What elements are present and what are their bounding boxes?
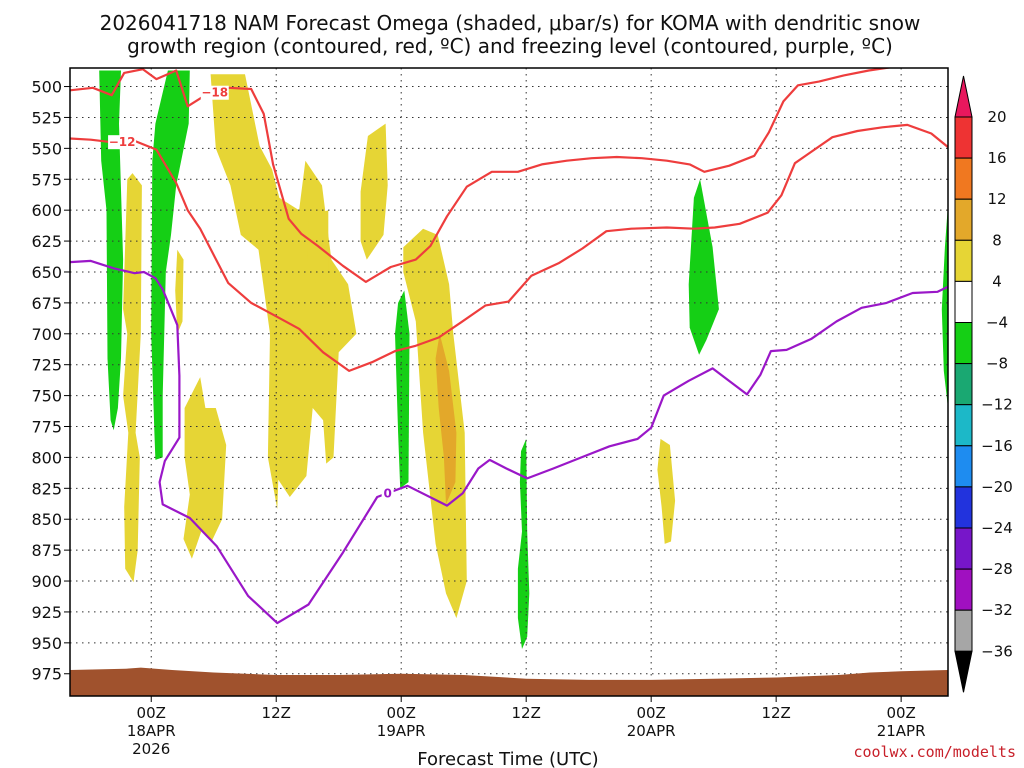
omega-region-yellow-6 [183, 377, 227, 559]
y-tick-label-500: 500 [31, 78, 62, 97]
omega-region-yellow-9 [657, 438, 676, 544]
colorbar-label-7: −12 [981, 396, 1013, 414]
colorbar-label-13: −36 [981, 642, 1013, 660]
x-tick-label-42: 12Z [511, 704, 540, 722]
contour--12C [70, 123, 948, 372]
colorbar-label-5: −4 [986, 314, 1008, 332]
omega-region-green-15 [941, 204, 948, 408]
colorbar-label-9: −20 [981, 478, 1013, 496]
contour-label-bg--12C [108, 135, 137, 150]
x-tick-date-30: 19APR [377, 722, 426, 740]
x-tick-label-30: 00Z [387, 704, 416, 722]
colorbar-box-11 [954, 527, 973, 570]
y-tick-label-750: 750 [31, 387, 62, 406]
x-tick-label-54: 00Z [636, 704, 665, 722]
y-tick-label-775: 775 [31, 418, 62, 437]
contour-label--12C: −12 [109, 135, 136, 149]
y-tick-label-875: 875 [31, 541, 62, 560]
y-tick-label-625: 625 [31, 232, 62, 251]
omega-region-yellow-4 [403, 228, 467, 619]
omega-region-green-12 [395, 290, 410, 489]
omega-region-yellow-7 [123, 173, 142, 583]
x-tick-date-78: 21APR [877, 722, 926, 740]
terrain-fill [70, 667, 948, 696]
colorbar-label-4: 4 [992, 272, 1002, 290]
contour-label-bg-0C [381, 486, 394, 501]
contour-0C [70, 259, 948, 625]
colorbar-box-8 [954, 404, 973, 447]
colorbar-label-8: −16 [981, 437, 1013, 455]
colorbar-box-2 [954, 157, 973, 200]
colorbar-label-3: 8 [992, 231, 1002, 249]
colorbar-box-13 [954, 609, 973, 652]
x-axis-title: Forecast Time (UTC) [417, 749, 598, 768]
x-tick-label-18: 12Z [262, 704, 291, 722]
colorbar-box-4 [954, 239, 973, 282]
plot-background [70, 68, 948, 696]
colorbar-label-11: −28 [981, 560, 1013, 578]
chart-title-line-2: growth region (contoured, red, ºC) and f… [127, 34, 893, 58]
colorbar: 20 16 12 8 4 −4 −8 −12 −16 −20 −24 −28 −32 −36 [954, 75, 1013, 693]
y-tick-label-900: 900 [31, 572, 62, 591]
x-tick-date-6: 18APR [127, 722, 176, 740]
y-tick-label-550: 550 [31, 139, 62, 158]
y-tick-label-575: 575 [31, 170, 62, 189]
contour-label-bg--18C [200, 85, 229, 100]
contour-label-0C: 0 [383, 486, 391, 500]
contour--18C [70, 68, 894, 283]
x-tick-label-6: 00Z [137, 704, 166, 722]
y-tick-label-800: 800 [31, 448, 62, 467]
colorbar-label-0: 20 [987, 108, 1006, 126]
credit-text: coolwx.com/modelts [853, 743, 1016, 761]
colorbar-box-6 [954, 322, 973, 365]
colorbar-label-6: −8 [986, 355, 1008, 373]
y-tick-label-950: 950 [31, 634, 62, 653]
plot-area: −18 −12 0 [69, 67, 949, 697]
y-axis: 500 525 550 575 600 625 650 675 700 725 750 775 800 8… [31, 78, 70, 684]
colorbar-top-triangle [954, 75, 973, 118]
y-tick-label-850: 850 [31, 510, 62, 529]
x-tick-label-78: 00Z [886, 704, 915, 722]
omega-region-yellow-8 [175, 249, 184, 334]
colorbar-bottom-triangle [954, 650, 973, 693]
y-tick-label-600: 600 [31, 201, 62, 220]
x-tick-year-6: 2026 [132, 740, 170, 758]
colorbar-label-12: −32 [981, 601, 1013, 619]
omega-region-yellow-1 [210, 74, 357, 510]
omega-region-yellow-2 [360, 123, 388, 260]
omega-region-green-11 [151, 70, 190, 460]
y-tick-label-825: 825 [31, 479, 62, 498]
colorbar-label-2: 12 [987, 190, 1006, 208]
colorbar-box-9 [954, 445, 973, 488]
colorbar-box-10 [954, 486, 973, 529]
colorbar-label-10: −24 [981, 519, 1013, 537]
y-tick-label-925: 925 [31, 603, 62, 622]
colorbar-label-1: 16 [987, 149, 1006, 167]
y-tick-label-700: 700 [31, 325, 62, 344]
y-tick-label-975: 975 [31, 665, 62, 684]
colorbar-box-1 [954, 116, 973, 159]
y-tick-label-725: 725 [31, 356, 62, 375]
y-tick-label-675: 675 [31, 294, 62, 313]
chart-title-line-1: 2026041718 NAM Forecast Omega (shaded, μ… [100, 11, 921, 35]
x-tick-date-54: 20APR [627, 722, 676, 740]
omega-region-green-10 [99, 70, 124, 431]
plot-inner: −18 −12 0 [70, 68, 948, 696]
contour-label--18C: −18 [201, 86, 228, 100]
colorbar-box-3 [954, 198, 973, 241]
plot-frame [69, 67, 949, 697]
colorbar-box-7 [954, 363, 973, 406]
y-tick-label-650: 650 [31, 263, 62, 282]
x-tick-label-66: 12Z [761, 704, 790, 722]
y-tick-label-525: 525 [31, 108, 62, 127]
omega-region-green-14 [688, 179, 719, 355]
colorbar-box-5 [954, 280, 973, 323]
omega-region-orange-5 [435, 333, 457, 505]
colorbar-box-12 [954, 568, 973, 611]
